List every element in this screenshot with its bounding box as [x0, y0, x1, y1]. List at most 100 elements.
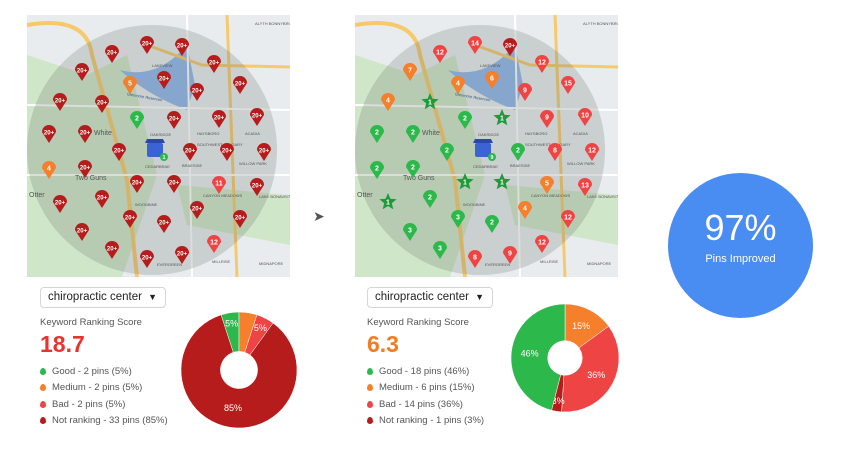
rank-pin[interactable]: 20+	[257, 143, 271, 161]
rank-pin[interactable]: 9	[503, 246, 517, 264]
rank-pin[interactable]: 20+	[233, 76, 247, 94]
rank-pin[interactable]: 12	[535, 55, 549, 73]
rank-pin[interactable]: 20+	[140, 250, 154, 268]
pin-rank: 12	[588, 148, 596, 155]
rank-pin[interactable]: 12	[207, 235, 221, 253]
rank-pin[interactable]: 14	[468, 36, 482, 54]
rank-pin[interactable]: 20+	[503, 38, 517, 56]
rank-pin[interactable]: 20+	[78, 160, 92, 178]
pin-rank: 20+	[252, 114, 263, 120]
rank-pin[interactable]: 20+	[157, 71, 171, 89]
rank-pin[interactable]: 20+	[105, 241, 119, 259]
rank-pin[interactable]: 20+	[190, 83, 204, 101]
rank-pin[interactable]: 2	[370, 125, 384, 143]
pin-rank: 20+	[159, 77, 170, 83]
map-label: SOUTHWEST CALGARY	[525, 142, 571, 147]
rank-pin[interactable]: 20+	[95, 190, 109, 208]
pin-rank: 20+	[142, 42, 153, 48]
rank-pin[interactable]: 20+	[42, 125, 56, 143]
rank-pin[interactable]: 20+	[250, 108, 264, 126]
rank-pin[interactable]: 20+	[233, 210, 247, 228]
rank-pin[interactable]: 20+	[140, 36, 154, 54]
rank-star-pin[interactable]: 1	[493, 109, 511, 126]
rank-pin[interactable]: 8	[548, 143, 562, 161]
rank-pin[interactable]: 20+	[130, 175, 144, 193]
rank-pin[interactable]: 20+	[78, 125, 92, 143]
rank-pin[interactable]: 20+	[212, 110, 226, 128]
pin-rank: 20+	[505, 44, 516, 50]
pin-rank: 20+	[259, 149, 270, 155]
legend-item-not-ranking: Not ranking - 33 pins (85%)	[40, 413, 168, 430]
rank-pin[interactable]: 9	[518, 83, 532, 101]
rank-pin[interactable]: 20+	[167, 175, 181, 193]
road	[27, 21, 139, 277]
keyword-dropdown-after[interactable]: chiropractic center ▼	[367, 287, 493, 308]
rank-pin[interactable]: 2	[406, 160, 420, 178]
rank-pin[interactable]: 3	[433, 241, 447, 259]
rank-pin[interactable]: 20+	[53, 195, 67, 213]
donut-chart-before: 5% 5% 85%	[180, 311, 298, 429]
rank-pin[interactable]: 20+	[175, 38, 189, 56]
rank-pin[interactable]: 20+	[75, 63, 89, 81]
rank-pin[interactable]: 4	[518, 201, 532, 219]
map-label: ACADIA	[573, 131, 588, 136]
rank-pin[interactable]: 3	[403, 223, 417, 241]
road	[355, 21, 467, 277]
rank-pin[interactable]: 20+	[167, 111, 181, 129]
rank-pin[interactable]: 20+	[95, 95, 109, 113]
rank-pin[interactable]: 20+	[75, 223, 89, 241]
rank-pin[interactable]: 4	[42, 161, 56, 179]
rank-pin[interactable]: 20+	[190, 201, 204, 219]
rank-star-pin[interactable]: 1	[493, 173, 511, 190]
rank-pin[interactable]: 20+	[53, 93, 67, 111]
rank-pin[interactable]: 13	[578, 178, 592, 196]
rank-pin[interactable]: 20+	[183, 143, 197, 161]
pin-rank: 20+	[77, 69, 88, 75]
map-label: CANYON MEADOWS	[203, 193, 243, 198]
rank-pin[interactable]: 4	[381, 93, 395, 111]
rank-pin[interactable]: 2	[511, 143, 525, 161]
pin-rank: 20+	[80, 131, 91, 137]
rank-pin[interactable]: 5	[123, 76, 137, 94]
rank-pin[interactable]: 2	[130, 111, 144, 129]
rank-pin[interactable]: 12	[433, 45, 447, 63]
rank-pin[interactable]: 11	[212, 176, 226, 194]
rank-pin[interactable]: 9	[540, 110, 554, 128]
rank-pin[interactable]: 20+	[123, 210, 137, 228]
rank-pin[interactable]: 2	[440, 143, 454, 161]
rank-pin[interactable]: 2	[370, 161, 384, 179]
donut-chart-after: 15% 36% 3% 46%	[510, 303, 620, 413]
improvement-value: 97%	[704, 207, 777, 248]
rank-pin[interactable]: 20+	[175, 246, 189, 264]
pin-rank: 2	[516, 148, 520, 155]
rank-pin[interactable]: 20+	[250, 178, 264, 196]
rank-pin[interactable]: 12	[561, 210, 575, 228]
rank-pin[interactable]: 20+	[105, 45, 119, 63]
rank-star-pin[interactable]: 1	[421, 93, 439, 110]
rank-pin[interactable]: 12	[535, 235, 549, 253]
rank-pin[interactable]: 20+	[207, 55, 221, 73]
rank-pin[interactable]: 2	[423, 190, 437, 208]
rank-star-pin[interactable]: 1	[456, 173, 474, 190]
rank-pin[interactable]: 12	[585, 143, 599, 161]
rank-pin[interactable]: 6	[485, 71, 499, 89]
keyword-dropdown-before[interactable]: chiropractic center ▼	[40, 287, 166, 308]
rank-pin[interactable]: 10	[578, 108, 592, 126]
rank-pin[interactable]: 2	[406, 125, 420, 143]
rank-pin[interactable]: 20+	[112, 143, 126, 161]
after-map[interactable]: LAKEVIEW OAKRIDGE CEDARBRAE BRAESIDE White Tw…	[355, 15, 618, 277]
rank-pin[interactable]: 20+	[157, 215, 171, 233]
rank-pin[interactable]: 7	[403, 63, 417, 81]
rank-pin[interactable]: 15	[561, 76, 575, 94]
rank-pin[interactable]: 5	[540, 176, 554, 194]
business-store-icon[interactable]: 9	[473, 139, 496, 161]
rank-pin[interactable]: 3	[451, 210, 465, 228]
rank-pin[interactable]: 2	[485, 215, 499, 233]
rank-pin[interactable]: 2	[458, 111, 472, 129]
before-map[interactable]: LAKEVIEW OAKRIDGE CEDARBRAE BRAESIDE White Tw…	[27, 15, 290, 277]
rank-pin[interactable]: 8	[468, 250, 482, 268]
business-store-icon[interactable]: 1	[145, 139, 168, 161]
rank-star-pin[interactable]: 1	[379, 193, 397, 210]
rank-pin[interactable]: 4	[451, 76, 465, 94]
rank-pin[interactable]: 20+	[220, 143, 234, 161]
